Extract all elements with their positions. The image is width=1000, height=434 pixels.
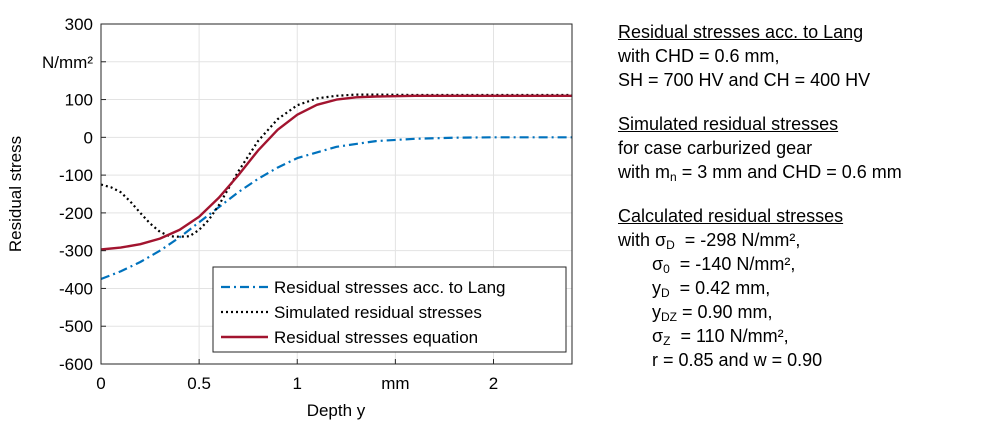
x-axis-label: Depth y — [307, 401, 366, 420]
y-tick-label: N/mm² — [42, 53, 93, 72]
y-tick-label: 0 — [84, 128, 93, 147]
lang-line-1: with CHD = 0.6 mm, — [618, 46, 780, 66]
sim-block: Simulated residual stresses for case car… — [618, 112, 993, 184]
y-tick-label: -500 — [59, 317, 93, 336]
series-line-1 — [100, 136, 572, 281]
legend-label-2: Simulated residual stresses — [274, 303, 482, 322]
y-tick-label: 100 — [65, 91, 93, 110]
calc-y-dz: yDZ = 0.90 mm, — [652, 302, 773, 324]
lang-block: Residual stresses acc. to Lang with CHD … — [618, 20, 993, 92]
calc-block: Calculated residual stresses with σD = -… — [618, 204, 993, 372]
y-tick-label: -200 — [59, 204, 93, 223]
calc-y-d: yD = 0.42 mm, — [652, 278, 771, 300]
sim-title: Simulated residual stresses — [618, 114, 839, 134]
legend: Residual stresses acc. to Lang Simulated … — [212, 266, 567, 353]
x-tick-label: 2 — [489, 374, 498, 393]
calc-sigma-z: σZ = 110 N/mm², — [652, 326, 789, 348]
calc-sigma-d: with σD = -298 N/mm², — [618, 230, 801, 252]
annotation-panel: Residual stresses acc. to Lang with CHD … — [618, 20, 993, 372]
plot-frame — [100, 23, 573, 365]
y-tick-label: -600 — [59, 355, 93, 374]
sim-line-1: for case carburized gear — [618, 138, 813, 158]
lang-title: Residual stresses acc. to Lang — [618, 22, 864, 42]
sim-line-2: with mn = 3 mm and CHD = 0.6 mm — [618, 162, 902, 184]
series-layer — [100, 93, 572, 281]
y-tick-label: -100 — [59, 166, 93, 185]
legend-label-1: Residual stresses acc. to Lang — [274, 278, 506, 297]
ticks — [100, 23, 494, 365]
calc-title: Calculated residual stresses — [618, 206, 844, 226]
x-tick-label: 0.5 — [187, 374, 211, 393]
series-line-3 — [100, 94, 572, 251]
x-tick-label: 0 — [96, 374, 105, 393]
lang-line-2: SH = 700 HV and CH = 400 HV — [618, 70, 871, 90]
calc-r-w: r = 0.85 and w = 0.90 — [652, 350, 823, 370]
x-tick-label: 1 — [293, 374, 302, 393]
y-tick-label: -400 — [59, 279, 93, 298]
residual-stress-chart: 0 0.5 1 mm 2 300 N/mm² 100 0 -100 -200 -300 -400 -500… — [6, 15, 573, 420]
y-tick-label: 300 — [65, 15, 93, 34]
y-tick-label: -300 — [59, 242, 93, 261]
calc-sigma-0: σ0 = -140 N/mm², — [652, 254, 796, 276]
tick-labels: 0 0.5 1 mm 2 300 N/mm² 100 0 -100 -200 -300 -400 -500… — [42, 15, 498, 393]
x-tick-label: mm — [381, 374, 409, 393]
legend-box — [212, 266, 567, 353]
y-axis-label: Residual stress — [6, 136, 25, 252]
legend-label-3: Residual stresses equation — [274, 328, 478, 347]
